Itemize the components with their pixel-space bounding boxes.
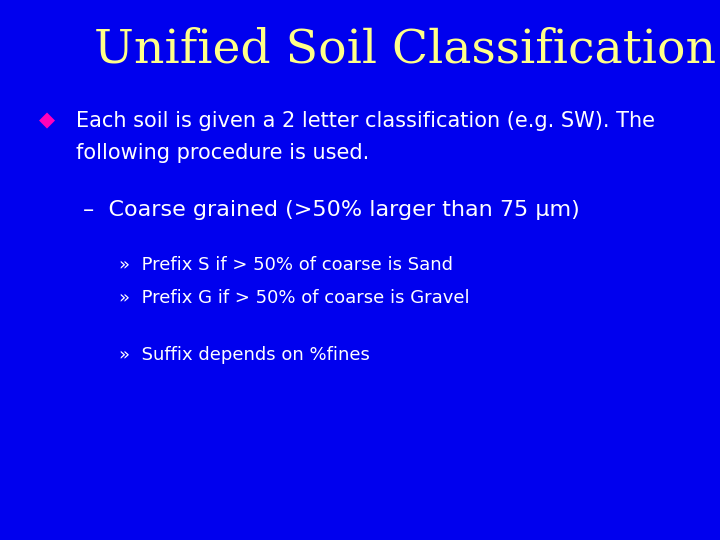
Text: Unified Soil Classification: Unified Soil Classification <box>94 27 716 72</box>
Text: –  Coarse grained (>50% larger than 75 μm): – Coarse grained (>50% larger than 75 μm… <box>83 200 580 220</box>
Text: »  Suffix depends on %fines: » Suffix depends on %fines <box>119 346 369 363</box>
Text: »  Prefix S if > 50% of coarse is Sand: » Prefix S if > 50% of coarse is Sand <box>119 256 453 274</box>
Text: following procedure is used.: following procedure is used. <box>76 143 369 163</box>
Text: ◆: ◆ <box>39 111 55 131</box>
Text: »  Prefix G if > 50% of coarse is Gravel: » Prefix G if > 50% of coarse is Gravel <box>119 289 469 307</box>
Text: Each soil is given a 2 letter classification (e.g. SW). The: Each soil is given a 2 letter classifica… <box>76 111 654 131</box>
